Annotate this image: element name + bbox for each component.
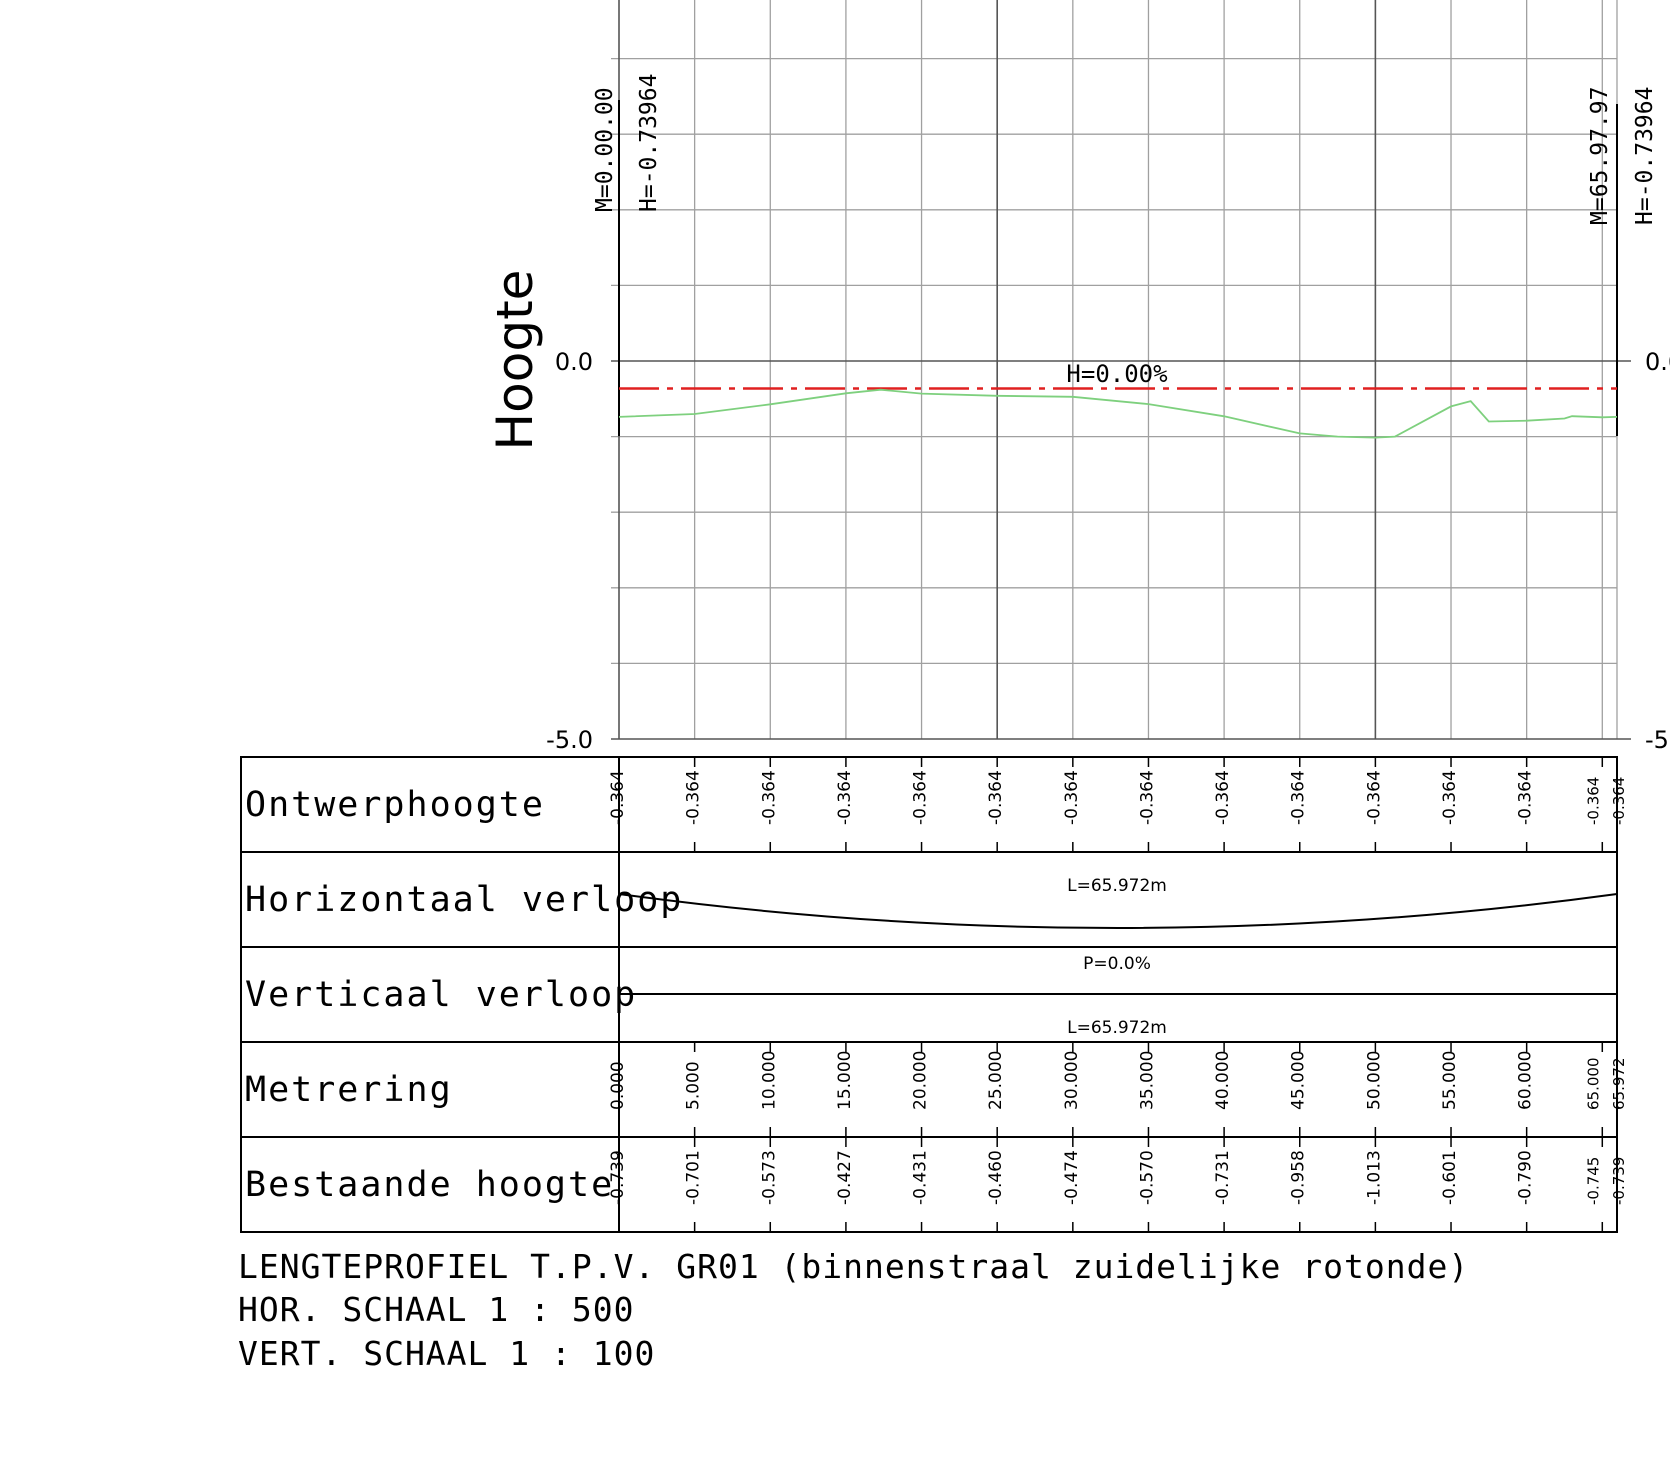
profile-grid: 0.0 -5.0 0.0 -5 Hoogte <box>486 0 1670 754</box>
design-height-value: -0.364 <box>684 770 704 825</box>
design-height-value: -0.364 <box>986 770 1006 825</box>
chainage-value: 65.000 <box>1584 1058 1602 1111</box>
caption-title: LENGTEPROFIEL T.P.V. GR01 (binnenstraal … <box>238 1247 1470 1286</box>
chainage-value: 35.000 <box>1137 1051 1157 1110</box>
existing-height-value: -0.731 <box>1213 1150 1233 1205</box>
design-height-value: -0.364 <box>1364 770 1384 825</box>
start-station-label: M=0.00.00 <box>592 87 618 212</box>
existing-height-value: -0.790 <box>1516 1150 1536 1205</box>
chainage-value: 45.000 <box>1289 1051 1309 1110</box>
end-height-label: H=-0.73964 <box>1632 87 1658 225</box>
start-height-label: H=-0.73964 <box>636 74 662 212</box>
design-height-value: -0.364 <box>1440 770 1460 825</box>
existing-height-value: -0.958 <box>1289 1150 1309 1205</box>
y-tick-label-right: -5 <box>1645 726 1669 754</box>
design-height-value: -0.364 <box>759 770 779 825</box>
chainage-value: 25.000 <box>986 1051 1006 1110</box>
caption-horizontal-scale: HOR. SCHAAL 1 : 500 <box>238 1290 635 1329</box>
existing-height-value: -1.013 <box>1364 1150 1384 1205</box>
slope-label: H=0.00% <box>1066 360 1168 388</box>
profile-series <box>618 387 1618 439</box>
design-height-value: -0.364 <box>1610 777 1628 825</box>
horizontal-alignment-curve <box>618 893 1618 929</box>
design-height-value: -0.364 <box>608 770 628 825</box>
existing-height-value: -0.570 <box>1137 1150 1157 1205</box>
design-height-value: -0.364 <box>1516 770 1536 825</box>
existing-height-value: -0.739 <box>608 1150 628 1205</box>
existing-height-value: -0.474 <box>1062 1150 1082 1205</box>
existing-height-value: -0.460 <box>986 1150 1006 1205</box>
y-axis-title: Hoogte <box>486 270 544 451</box>
design-height-value: -0.364 <box>1289 770 1309 825</box>
vertical-length-label: L=65.972m <box>1067 1018 1167 1038</box>
design-height-value: -0.364 <box>835 770 855 825</box>
design-height-value: -0.364 <box>1584 777 1602 825</box>
chainage-value: 0.000 <box>608 1061 628 1110</box>
chainage-value: 15.000 <box>835 1051 855 1110</box>
end-station-label: M=65.97.97 <box>1587 87 1613 225</box>
table-row-label: Ontwerphoogte <box>245 785 545 825</box>
existing-height-value: -0.573 <box>759 1150 779 1205</box>
existing-height-value: -0.739 <box>1610 1157 1628 1205</box>
y-tick-label: 0.0 <box>555 348 593 376</box>
design-height-value: -0.364 <box>1213 770 1233 825</box>
existing-height-value: -0.431 <box>911 1150 931 1205</box>
chainage-value: 5.000 <box>684 1061 704 1110</box>
design-height-value: -0.364 <box>1137 770 1157 825</box>
design-height-value: -0.364 <box>1062 770 1082 825</box>
existing-height-value: -0.745 <box>1584 1157 1602 1205</box>
y-tick-label-right: 0.0 <box>1645 348 1670 376</box>
profile-table: Ontwerphoogte Horizontaal verloop Verticaa… <box>240 756 1628 1233</box>
profile-annotations: M=0.00.00 H=-0.73964 M=65.97.97 H=-0.73964 H… <box>592 74 1658 388</box>
table-row-label: Horizontaal verloop <box>245 880 683 920</box>
design-height-value: -0.364 <box>911 770 931 825</box>
chainage-value: 40.000 <box>1213 1051 1233 1110</box>
grade-label: P=0.0% <box>1083 954 1151 974</box>
existing-height-value: -0.701 <box>684 1150 704 1205</box>
chainage-value: 20.000 <box>911 1051 931 1110</box>
chainage-value: 60.000 <box>1516 1051 1536 1110</box>
table-row-label: Bestaande hoogte <box>245 1165 614 1205</box>
chainage-value: 30.000 <box>1062 1051 1082 1110</box>
chainage-value: 55.000 <box>1440 1051 1460 1110</box>
table-row-label: Verticaal verloop <box>245 975 637 1015</box>
y-tick-label: -5.0 <box>546 726 593 754</box>
chainage-value: 50.000 <box>1364 1051 1384 1110</box>
horizontal-length-label: L=65.972m <box>1067 876 1167 896</box>
existing-ground-line <box>618 388 1618 439</box>
existing-height-value: -0.427 <box>835 1150 855 1205</box>
chainage-value: 65.972 <box>1610 1058 1628 1111</box>
existing-height-value: -0.601 <box>1440 1150 1460 1205</box>
caption-vertical-scale: VERT. SCHAAL 1 : 100 <box>238 1334 656 1373</box>
chainage-value: 10.000 <box>759 1051 779 1110</box>
table-row-label: Metrering <box>245 1070 453 1110</box>
